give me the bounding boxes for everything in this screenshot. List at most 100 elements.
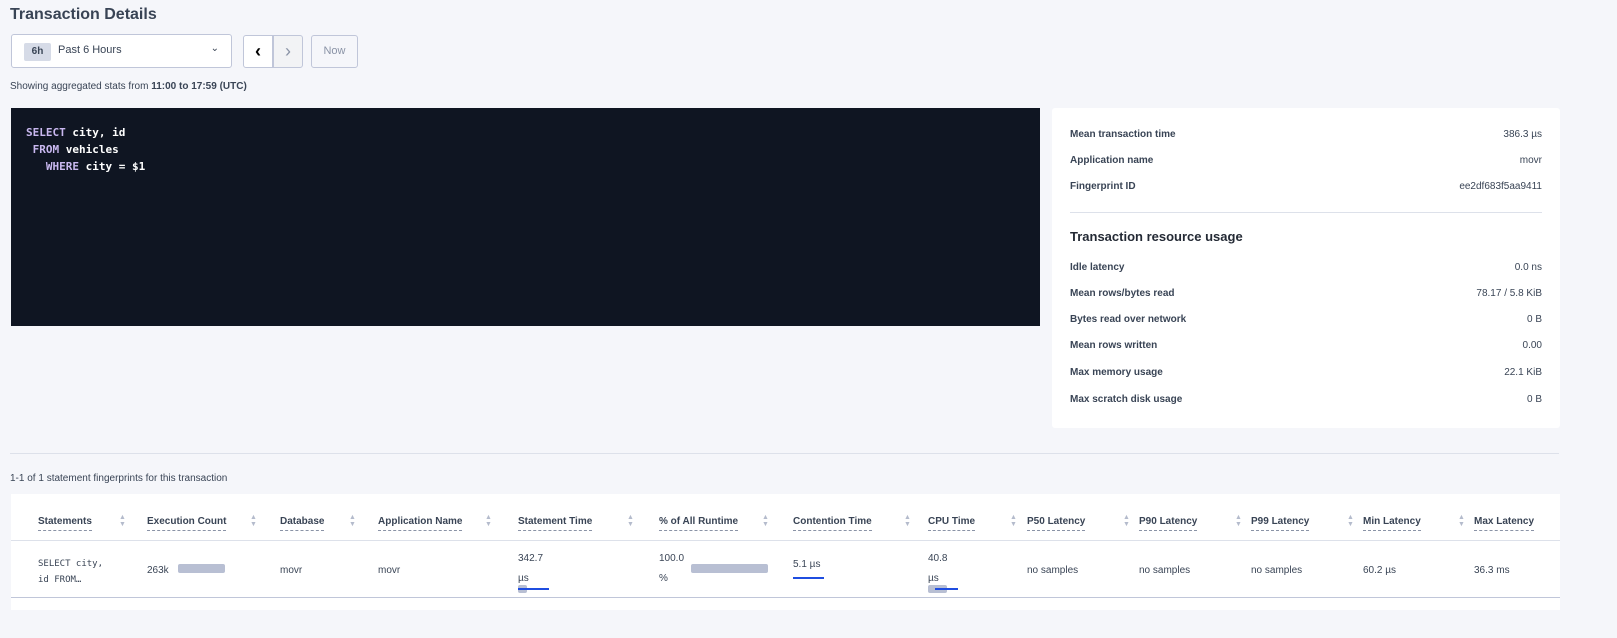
summary-row: Fingerprint ID ee2df683f5aa9411 (1070, 181, 1542, 192)
next-range-button[interactable]: › (273, 35, 303, 68)
unit: µs (928, 573, 939, 584)
sort-icon[interactable]: ▲ ▼ (904, 514, 911, 528)
statement-count: 1-1 of 1 statement fingerprints for this… (10, 473, 228, 484)
time-range-label: Past 6 Hours (58, 44, 122, 56)
summary-label: Mean transaction time (1070, 129, 1176, 140)
value: 40.8 (928, 553, 948, 564)
aggregation-range: 11:00 to 17:59 (UTC) (151, 81, 247, 92)
summary-row: Application name movr (1070, 155, 1542, 166)
sql-line: FROM vehicles (26, 141, 1025, 158)
cpu-time-cell: 40.8 µs (928, 549, 947, 589)
summary-value: movr (1519, 155, 1542, 166)
sort-icon[interactable]: ▲ ▼ (119, 514, 126, 528)
execution-count-bar (178, 564, 225, 573)
summary-label: Application name (1070, 155, 1154, 166)
column-header[interactable]: CPU Time (928, 516, 976, 531)
previous-range-button[interactable]: ‹ (243, 35, 273, 68)
p90-cell: no samples (1139, 565, 1191, 576)
chevron-right-icon: › (285, 41, 291, 61)
time-range-badge: 6h (24, 43, 51, 61)
unit: % (659, 573, 668, 584)
sql-line: WHERE city = $1 (26, 158, 1025, 175)
statement-time-cell: 342.7 µs (518, 549, 543, 589)
value: 342.7 (518, 553, 544, 564)
column-header[interactable]: Min Latency (1363, 516, 1421, 531)
resource-row: Mean rows written 0.00 (1070, 340, 1542, 351)
sort-icon[interactable]: ▲ ▼ (349, 514, 356, 528)
column-header[interactable]: Database (280, 516, 325, 531)
column-header[interactable]: Statements (38, 516, 92, 531)
column-header[interactable]: P90 Latency (1139, 516, 1198, 531)
p50-cell: no samples (1027, 565, 1079, 576)
sql-text: city = $1 (78, 160, 146, 173)
resource-row: Bytes read over network 0 B (1070, 314, 1542, 325)
column-header[interactable]: P50 Latency (1027, 516, 1086, 531)
transaction-summary-panel: Mean transaction time 386.3 µs Applicatio… (1052, 108, 1560, 428)
value: 100.0 (659, 553, 685, 564)
column-header[interactable]: Application Name (378, 516, 463, 531)
aggregation-text: Showing aggregated stats from 11:00 to 1… (10, 81, 247, 92)
min-latency-cell: 60.2 µs (1363, 565, 1397, 576)
column-header[interactable]: P99 Latency (1251, 516, 1310, 531)
sort-icon[interactable]: ▲ ▼ (1347, 514, 1354, 528)
resource-row: Mean rows/bytes read 78.17 / 5.8 KiB (1070, 288, 1542, 299)
sort-icon[interactable]: ▲ ▼ (1458, 514, 1465, 528)
resource-value: 0.00 (1522, 340, 1542, 351)
sort-icon[interactable]: ▲ ▼ (250, 514, 257, 528)
runtime-pct-cell: 100.0% (659, 549, 684, 589)
resource-value: 0.0 ns (1514, 262, 1542, 273)
column-header[interactable]: Execution Count (147, 516, 227, 531)
summary-row: Mean transaction time 386.3 µs (1070, 129, 1542, 140)
sql-keyword: SELECT (26, 126, 66, 139)
resource-value: 22.1 KiB (1504, 367, 1542, 378)
statement-line: SELECT city, (38, 559, 104, 569)
sort-icon[interactable]: ▲ ▼ (1235, 514, 1242, 528)
aggregation-prefix: Showing aggregated stats from (10, 81, 152, 92)
sql-code-block: SELECT city, id FROM vehicles WHERE city… (11, 108, 1040, 326)
header-divider (11, 540, 1560, 541)
resource-row: Max memory usage 22.1 KiB (1070, 367, 1542, 378)
summary-label: Fingerprint ID (1070, 181, 1136, 192)
column-header[interactable]: Contention Time (793, 516, 872, 531)
database-cell: movr (280, 565, 303, 576)
sql-keyword: WHERE (26, 160, 79, 173)
resource-label: Idle latency (1070, 262, 1125, 273)
sort-icon[interactable]: ▲ ▼ (485, 514, 492, 528)
resource-label: Mean rows written (1070, 340, 1158, 351)
cpu-time-deviation (935, 588, 958, 590)
unit: µs (518, 573, 529, 584)
sort-icon[interactable]: ▲ ▼ (627, 514, 634, 528)
statement-cell[interactable]: SELECT city, id FROM… (38, 556, 103, 588)
resource-row: Idle latency 0.0 ns (1070, 262, 1542, 273)
resource-label: Bytes read over network (1070, 314, 1187, 325)
sort-icon[interactable]: ▲ ▼ (1010, 514, 1017, 528)
runtime-pct-bar (691, 564, 768, 573)
contention-time-deviation (793, 577, 824, 579)
sql-line: SELECT city, id (26, 124, 1025, 141)
statement-line: id FROM… (38, 575, 82, 585)
resource-usage-title: Transaction resource usage (1070, 229, 1243, 244)
chevron-down-icon: ⌄ (210, 43, 219, 54)
sql-keyword: FROM (26, 143, 60, 156)
sort-icon[interactable]: ▲ ▼ (762, 514, 769, 528)
resource-row: Max scratch disk usage 0 B (1070, 394, 1542, 405)
now-button[interactable]: Now (311, 35, 358, 68)
column-header[interactable]: % of All Runtime (659, 516, 739, 531)
execution-count-cell: 263k (147, 565, 169, 576)
sort-icon[interactable]: ▲ ▼ (1123, 514, 1130, 528)
summary-value: 386.3 µs (1503, 129, 1542, 140)
table-bottom-border (11, 597, 1560, 598)
column-header[interactable]: Statement Time (518, 516, 593, 531)
resource-label: Max scratch disk usage (1070, 394, 1183, 405)
chevron-left-icon: ‹ (255, 41, 261, 61)
summary-value: ee2df683f5aa9411 (1459, 181, 1542, 192)
column-header[interactable]: Max Latency (1474, 516, 1535, 531)
time-range-select[interactable]: 6h Past 6 Hours ⌄ (11, 34, 232, 68)
divider (1070, 212, 1542, 213)
resource-value: 78.17 / 5.8 KiB (1476, 288, 1542, 299)
resource-value: 0 B (1526, 394, 1542, 405)
contention-time-cell: 5.1 µs (793, 559, 821, 570)
resource-value: 0 B (1526, 314, 1542, 325)
p99-cell: no samples (1251, 565, 1303, 576)
resource-label: Mean rows/bytes read (1070, 288, 1175, 299)
